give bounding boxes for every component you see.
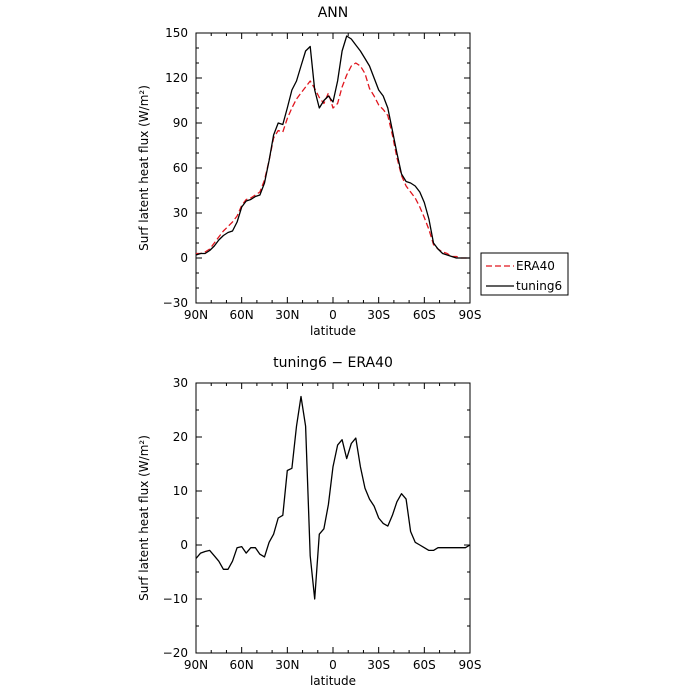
x-tick-label: 30S <box>367 308 390 322</box>
y-tick-label: −10 <box>163 592 188 606</box>
x-tick-label: 90S <box>459 308 482 322</box>
series-line-difference <box>195 395 471 600</box>
x-tick-label: 30S <box>367 658 390 672</box>
x-tick-label: 90N <box>184 658 208 672</box>
x-axis-label: latitude <box>310 324 356 338</box>
x-tick-label: 60S <box>413 658 436 672</box>
y-tick-label: 0 <box>180 251 188 265</box>
legend-box <box>480 252 569 296</box>
y-tick-label: 20 <box>173 430 188 444</box>
x-tick-label: 30N <box>275 308 299 322</box>
legend: ERA40 tuning6 <box>480 252 569 296</box>
x-tick-label: 30N <box>275 658 299 672</box>
y-tick-label: 60 <box>173 161 188 175</box>
series-line-tuning6 <box>195 35 470 259</box>
y-tick-label: −20 <box>163 646 188 660</box>
x-tick-label: 90N <box>184 308 208 322</box>
x-tick-label: 0 <box>329 308 337 322</box>
chart-title: ANN <box>318 5 349 21</box>
x-tick-label: 60N <box>230 308 254 322</box>
y-tick-label: 30 <box>173 376 188 390</box>
y-tick-label: 120 <box>165 71 188 85</box>
chart-panel-2: tuning6 − ERA40 90N 60N 30N 0 30S 60S 90S −20 −10… <box>137 355 481 688</box>
chart-panel-1: ANN 90N 60N 30N 0 30S 60S 90S −30 0 30 60 90 120 150 la… <box>137 5 569 338</box>
y-axis-label: Surf latent heat flux (W/m²) <box>137 85 151 251</box>
plot-frame <box>195 32 471 304</box>
x-tick-label: 60S <box>413 308 436 322</box>
y-tick-label: 30 <box>173 206 188 220</box>
y-tick-label: 150 <box>165 26 188 40</box>
x-axis-label: latitude <box>310 674 356 688</box>
chart-title: tuning6 − ERA40 <box>273 355 393 371</box>
plot-frame <box>195 382 471 654</box>
x-tick-label: 90S <box>459 658 482 672</box>
y-tick-label: 90 <box>173 116 188 130</box>
legend-label-tuning6: tuning6 <box>516 279 562 293</box>
y-tick-label: −30 <box>163 296 188 310</box>
series-line-era40 <box>196 62 470 259</box>
x-tick-label: 0 <box>329 658 337 672</box>
y-tick-label: 0 <box>180 538 188 552</box>
legend-label-era40: ERA40 <box>516 259 555 273</box>
y-tick-label: 10 <box>173 484 188 498</box>
x-tick-label: 60N <box>230 658 254 672</box>
y-axis-label: Surf latent heat flux (W/m²) <box>137 435 151 601</box>
